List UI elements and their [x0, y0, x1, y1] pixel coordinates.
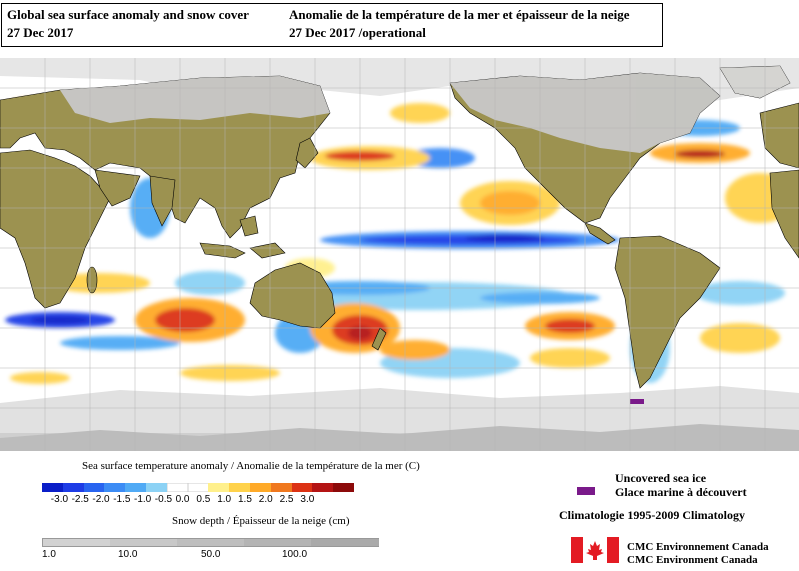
sst-swatch — [104, 483, 126, 492]
africa — [0, 149, 111, 309]
snow-swatch — [177, 539, 245, 546]
snow-swatch — [311, 539, 379, 546]
sst-swatch — [166, 483, 189, 492]
date-french: 27 Dec 2017 /operational — [289, 25, 426, 40]
sst-tick-label: 2.5 — [279, 494, 294, 505]
india — [149, 175, 176, 227]
sst-swatch — [125, 483, 147, 492]
sea-ice-label-fr: Glace marine à découvert — [615, 485, 747, 499]
snow-tick-label: 10.0 — [118, 549, 138, 560]
sst-tick-label: 1.0 — [217, 494, 232, 505]
south-america — [614, 235, 721, 389]
sst-swatch — [291, 483, 313, 492]
snow-swatch — [43, 539, 111, 546]
legend-panel: Sea surface temperature anomaly / Anomal… — [0, 451, 799, 571]
climatology-label: Climatologie 1995-2009 Climatology — [559, 508, 745, 522]
title-box: Global sea surface anomaly and snow cove… — [1, 3, 663, 47]
sst-swatch — [146, 483, 168, 492]
map-svg — [0, 58, 799, 451]
antarctica — [0, 424, 799, 451]
sea-ice-label-en: Uncovered sea ice — [615, 471, 707, 485]
sst-tick-labels: -3.0 -2.5 -2.0 -1.5 -1.0 -0.5 0.0 0.5 1.0 1.5 2.0 2… — [0, 494, 400, 508]
sst-swatch — [229, 483, 251, 492]
sst-swatch — [208, 483, 230, 492]
sst-legend-title: Sea surface temperature anomaly / Anomal… — [82, 460, 420, 472]
credit-french: CMC Environnement Canada — [627, 541, 769, 553]
madagascar — [86, 266, 98, 294]
sst-swatch — [187, 483, 209, 492]
snow-tick-label: 1.0 — [42, 549, 56, 560]
uncovered-sea-ice-spot — [630, 399, 644, 404]
title-english: Global sea surface anomaly and snow cove… — [7, 7, 249, 22]
australia — [249, 262, 336, 329]
graticule — [0, 58, 799, 451]
sst-tick-label: -1.5 — [113, 494, 131, 505]
snow-tick-label: 100.0 — [282, 549, 308, 560]
snow-swatch — [244, 539, 312, 546]
title-french: Anomalie de la température de la mer et … — [289, 7, 630, 22]
new-zealand — [371, 327, 387, 351]
sst-swatch — [62, 483, 85, 492]
sst-swatch — [250, 483, 272, 492]
sst-tick-label: 3.0 — [300, 494, 315, 505]
sst-tick-label: -3.0 — [50, 494, 69, 505]
sst-tick-label: -0.5 — [154, 494, 173, 505]
snow-swatch — [110, 539, 178, 546]
canada-flag-svg — [571, 537, 619, 563]
sst-color-bar — [42, 483, 355, 492]
sst-tick-label: -1.0 — [134, 494, 152, 505]
sst-tick-label: 2.0 — [258, 494, 273, 505]
sst-tick-label: -2.0 — [92, 494, 110, 505]
sst-tick-label: -2.5 — [71, 494, 89, 505]
date-english: 27 Dec 2017 — [7, 25, 74, 40]
canada-flag — [571, 537, 619, 563]
sst-tick-label: 0.0 — [175, 494, 190, 505]
sst-swatch — [333, 483, 355, 492]
sst-swatch — [312, 483, 334, 492]
sst-tick-label: 0.5 — [196, 494, 211, 505]
arabia — [94, 169, 141, 207]
sst-swatch — [83, 483, 105, 492]
sst-swatch — [270, 483, 293, 492]
credit-english: CMC Environment Canada — [627, 554, 758, 566]
sst-tick-label: 1.5 — [238, 494, 252, 505]
sst-anomaly-map — [0, 58, 799, 451]
sst-swatch — [42, 483, 64, 492]
snow-color-bar — [42, 538, 379, 547]
sea-ice-swatch — [577, 487, 595, 495]
europe-east-edge — [759, 102, 799, 169]
japan — [295, 137, 319, 169]
snow-legend-title: Snow depth / Épaisseur de la neige (cm) — [172, 515, 350, 527]
snow-tick-label: 50.0 — [201, 549, 221, 560]
snow-tick-labels: 1.0 10.0 50.0 100.0 — [0, 549, 400, 563]
